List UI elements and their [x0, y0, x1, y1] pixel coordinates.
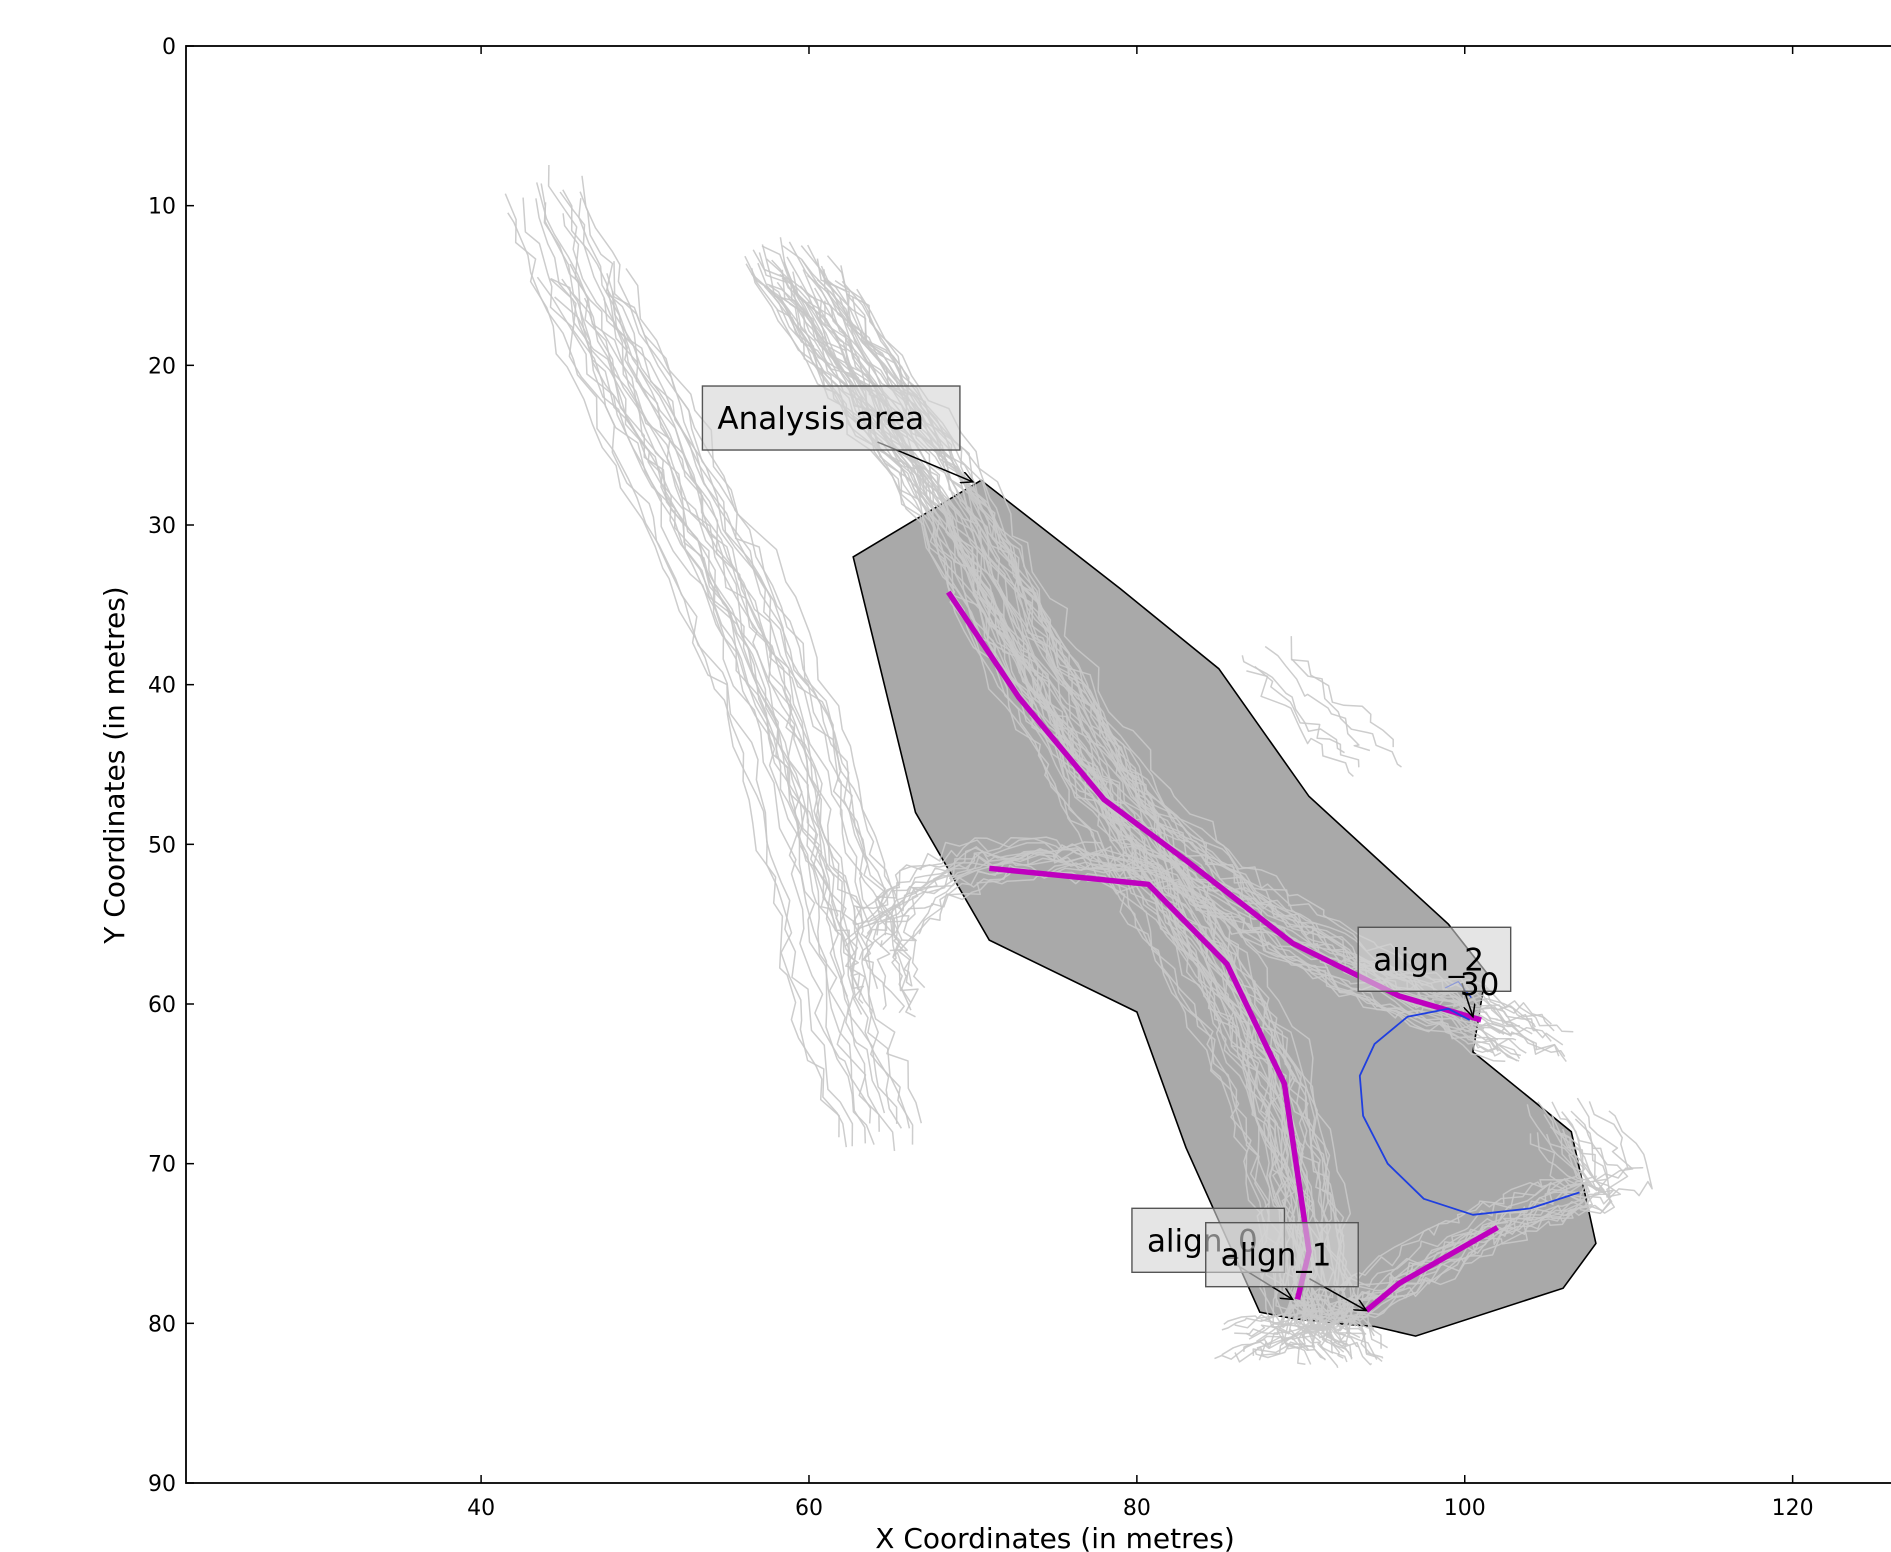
- trajectory-line: [547, 164, 886, 1114]
- trajectory-line: [569, 263, 879, 990]
- annotation-box: [1205, 1221, 1359, 1288]
- y-tick-label: 50: [148, 833, 176, 858]
- trajectory-line: [1290, 636, 1394, 748]
- trajectory-line: [1234, 1101, 1597, 1329]
- trajectory-line: [562, 213, 896, 1152]
- x-tick-label: 120: [1772, 1496, 1814, 1521]
- x-tick-label: 40: [467, 1496, 495, 1521]
- trajectory-line: [606, 273, 912, 987]
- annotation: Analysis area: [701, 385, 973, 482]
- y-tick-label: 10: [148, 195, 176, 220]
- y-tick-label: 0: [162, 35, 176, 60]
- plot-frame: [185, 45, 1891, 1484]
- y-tick-label: 20: [148, 354, 176, 379]
- trajectory-line: [606, 289, 912, 1004]
- trajectory-line: [1245, 1114, 1605, 1337]
- trajectory-line: [550, 277, 861, 990]
- trajectory-line: [554, 296, 865, 1015]
- annotation-label: align_1: [1221, 1238, 1332, 1274]
- trajectory-line: [1234, 1114, 1590, 1336]
- trajectory-line: [535, 198, 867, 1144]
- trajectory-line: [625, 268, 926, 989]
- trajectory-line: [559, 191, 903, 1129]
- annotation-box: [1357, 926, 1512, 992]
- trajectory-line: [1260, 1097, 1634, 1324]
- annotation: align_2: [1357, 926, 1512, 1016]
- trajectory-line: [535, 182, 880, 1132]
- trajectory-line: [1252, 1132, 1616, 1356]
- x-axis-label: X Coordinates (in metres): [875, 1522, 1235, 1552]
- trajectory-line: [581, 175, 923, 1124]
- trajectory-line: [603, 298, 905, 1014]
- trajectory-line: [536, 276, 849, 997]
- trajectory-line: [1291, 658, 1402, 768]
- trajectory-line: [578, 198, 914, 1145]
- trajectory-line: [611, 290, 919, 1018]
- x-tick-label: 80: [1123, 1496, 1151, 1521]
- alignment-line-align-2: [1364, 1225, 1499, 1313]
- trajectory-line: [1303, 1110, 1653, 1342]
- trajectory-line: [1256, 1118, 1622, 1349]
- y-tick-label: 90: [148, 1472, 176, 1497]
- trajectory-line: [562, 189, 898, 1124]
- x-ticks: 40 60 80 100 120: [467, 46, 1814, 1521]
- annotation-label: align_2: [1373, 942, 1484, 978]
- trajectory-line: [549, 278, 862, 995]
- y-tick-label: 40: [148, 674, 176, 699]
- annotation-box: [701, 385, 961, 451]
- annotation-label: Analysis area: [717, 401, 924, 437]
- x-tick-label: 60: [795, 1496, 823, 1521]
- y-ticks: 0 10 20 30 40 50 60 70 80 90: [148, 35, 194, 1497]
- trajectory-line: [1264, 645, 1371, 752]
- annotation-label: 30: [1460, 967, 1499, 1003]
- trajectory-line: [522, 197, 854, 1147]
- trajectory-line: [1254, 665, 1360, 768]
- trajectory-line: [823, 269, 1351, 1334]
- trajectory-line: [504, 193, 840, 1138]
- trajectory-line: [583, 297, 887, 1011]
- y-tick-label: 60: [148, 993, 176, 1018]
- y-tick-label: 70: [148, 1153, 176, 1178]
- circle-arc-line: [1358, 1007, 1580, 1216]
- alignment-line-align-0: [946, 590, 1482, 1023]
- y-tick-label: 30: [148, 514, 176, 539]
- x-tick-label: 100: [1444, 1496, 1486, 1521]
- trajectory-line: [1223, 1101, 1586, 1325]
- annotation: 30: [1460, 967, 1499, 1003]
- annotation: align_1: [1205, 1221, 1367, 1311]
- y-axis-label: Y Coordinates (in metres): [98, 586, 131, 944]
- y-tick-label: 80: [148, 1312, 176, 1337]
- trajectory-line: [1241, 655, 1345, 754]
- trajectory-line: [1246, 670, 1354, 777]
